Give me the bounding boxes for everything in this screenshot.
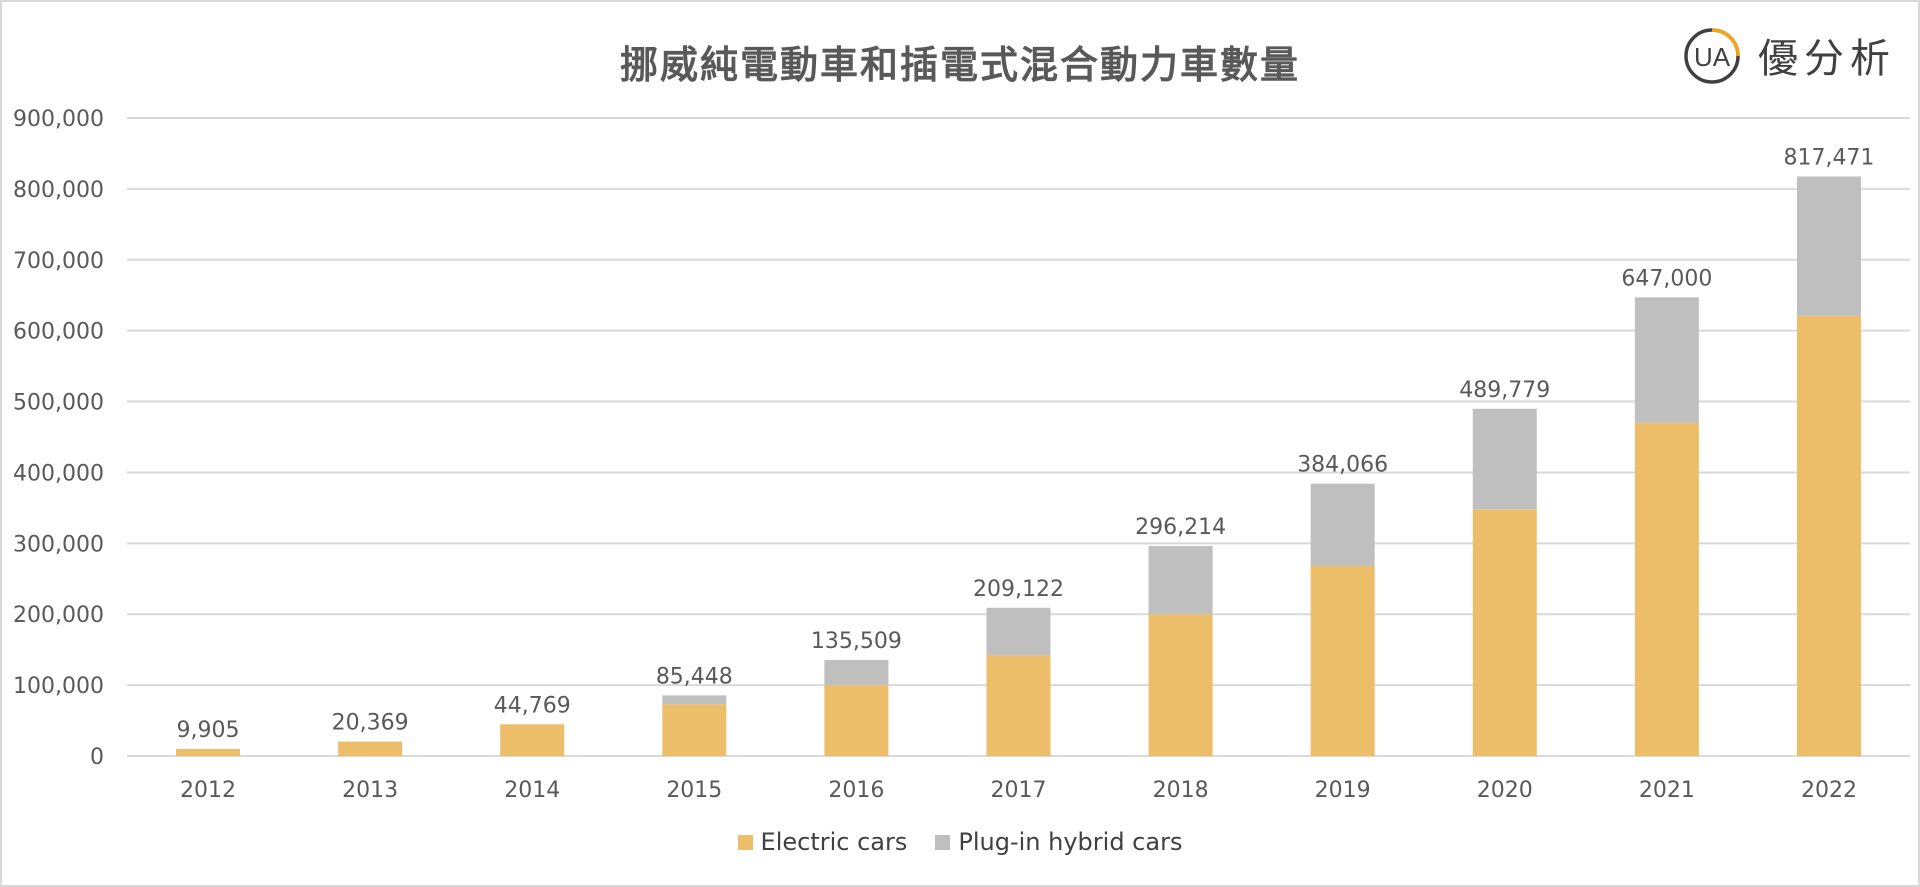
y-tick-label: 300,000 bbox=[13, 532, 104, 557]
y-tick-label: 700,000 bbox=[13, 249, 104, 274]
data-label-total: 44,769 bbox=[494, 693, 571, 718]
data-label-total: 817,471 bbox=[1783, 146, 1874, 171]
bar-electric bbox=[1796, 315, 1861, 756]
x-tick-label: 2019 bbox=[1315, 778, 1371, 803]
x-tick-label: 2012 bbox=[180, 778, 236, 803]
y-tick-label: 800,000 bbox=[13, 178, 104, 203]
y-tick-label: 600,000 bbox=[13, 320, 104, 345]
x-tick-label: 2021 bbox=[1639, 778, 1695, 803]
legend-label-electric: Electric cars bbox=[760, 828, 908, 856]
brand-logo: UA 優分析 bbox=[1682, 20, 1896, 90]
legend: Electric cars Plug-in hybrid cars bbox=[0, 828, 1920, 856]
y-tick-label: 500,000 bbox=[13, 391, 104, 416]
y-tick-label: 0 bbox=[90, 745, 104, 770]
bar-hybrid bbox=[824, 659, 889, 686]
bar-electric bbox=[1634, 422, 1699, 756]
data-label-total: 209,122 bbox=[973, 577, 1064, 602]
data-label-total: 135,509 bbox=[811, 629, 902, 654]
bar-electric bbox=[176, 748, 241, 756]
data-label-total: 296,214 bbox=[1135, 515, 1226, 540]
data-label-total: 647,000 bbox=[1621, 266, 1712, 291]
legend-swatch-hybrid bbox=[935, 834, 951, 850]
legend-label-hybrid: Plug-in hybrid cars bbox=[958, 828, 1183, 856]
bar-hybrid bbox=[986, 607, 1051, 656]
x-tick-label: 2013 bbox=[342, 778, 398, 803]
data-label-total: 20,369 bbox=[332, 711, 409, 736]
bar-hybrid bbox=[662, 695, 727, 705]
data-label-total: 85,448 bbox=[656, 664, 733, 689]
bar-electric bbox=[1472, 509, 1537, 756]
bar-electric bbox=[1310, 566, 1375, 756]
logo-text: 優分析 bbox=[1758, 36, 1896, 82]
legend-swatch-electric bbox=[737, 834, 753, 850]
x-tick-label: 2020 bbox=[1477, 778, 1533, 803]
y-tick-label: 900,000 bbox=[13, 107, 104, 132]
bar-hybrid bbox=[1148, 546, 1213, 615]
data-label-total: 9,905 bbox=[177, 718, 240, 743]
y-tick-label: 100,000 bbox=[13, 674, 104, 699]
bar-electric bbox=[500, 724, 565, 756]
x-tick-label: 2014 bbox=[504, 778, 560, 803]
bar-hybrid bbox=[1472, 408, 1537, 510]
bar-electric bbox=[824, 685, 889, 756]
x-tick-label: 2015 bbox=[666, 778, 722, 803]
bar-hybrid bbox=[1796, 176, 1861, 316]
logo-mark-text: UA bbox=[1694, 42, 1731, 72]
x-tick-label: 2022 bbox=[1801, 778, 1857, 803]
data-label-total: 384,066 bbox=[1297, 453, 1388, 478]
y-tick-label: 400,000 bbox=[13, 461, 104, 486]
chart-title: 挪威純電動車和插電式混合動力車數量 bbox=[619, 43, 1300, 87]
bar-hybrid bbox=[1310, 483, 1375, 567]
legend-item-electric: Electric cars bbox=[737, 828, 908, 856]
y-tick-label: 200,000 bbox=[13, 603, 104, 628]
bar-electric bbox=[662, 704, 727, 756]
ua-logo-icon: UA bbox=[1684, 28, 1740, 84]
data-label-total: 489,779 bbox=[1459, 378, 1550, 403]
bar-electric bbox=[986, 655, 1051, 756]
x-tick-label: 2017 bbox=[991, 778, 1047, 803]
legend-item-hybrid: Plug-in hybrid cars bbox=[935, 828, 1182, 856]
x-tick-label: 2018 bbox=[1153, 778, 1209, 803]
bar-hybrid bbox=[1634, 297, 1699, 423]
bar-electric bbox=[338, 741, 403, 756]
x-tick-label: 2016 bbox=[828, 778, 884, 803]
bar-electric bbox=[1148, 614, 1213, 756]
